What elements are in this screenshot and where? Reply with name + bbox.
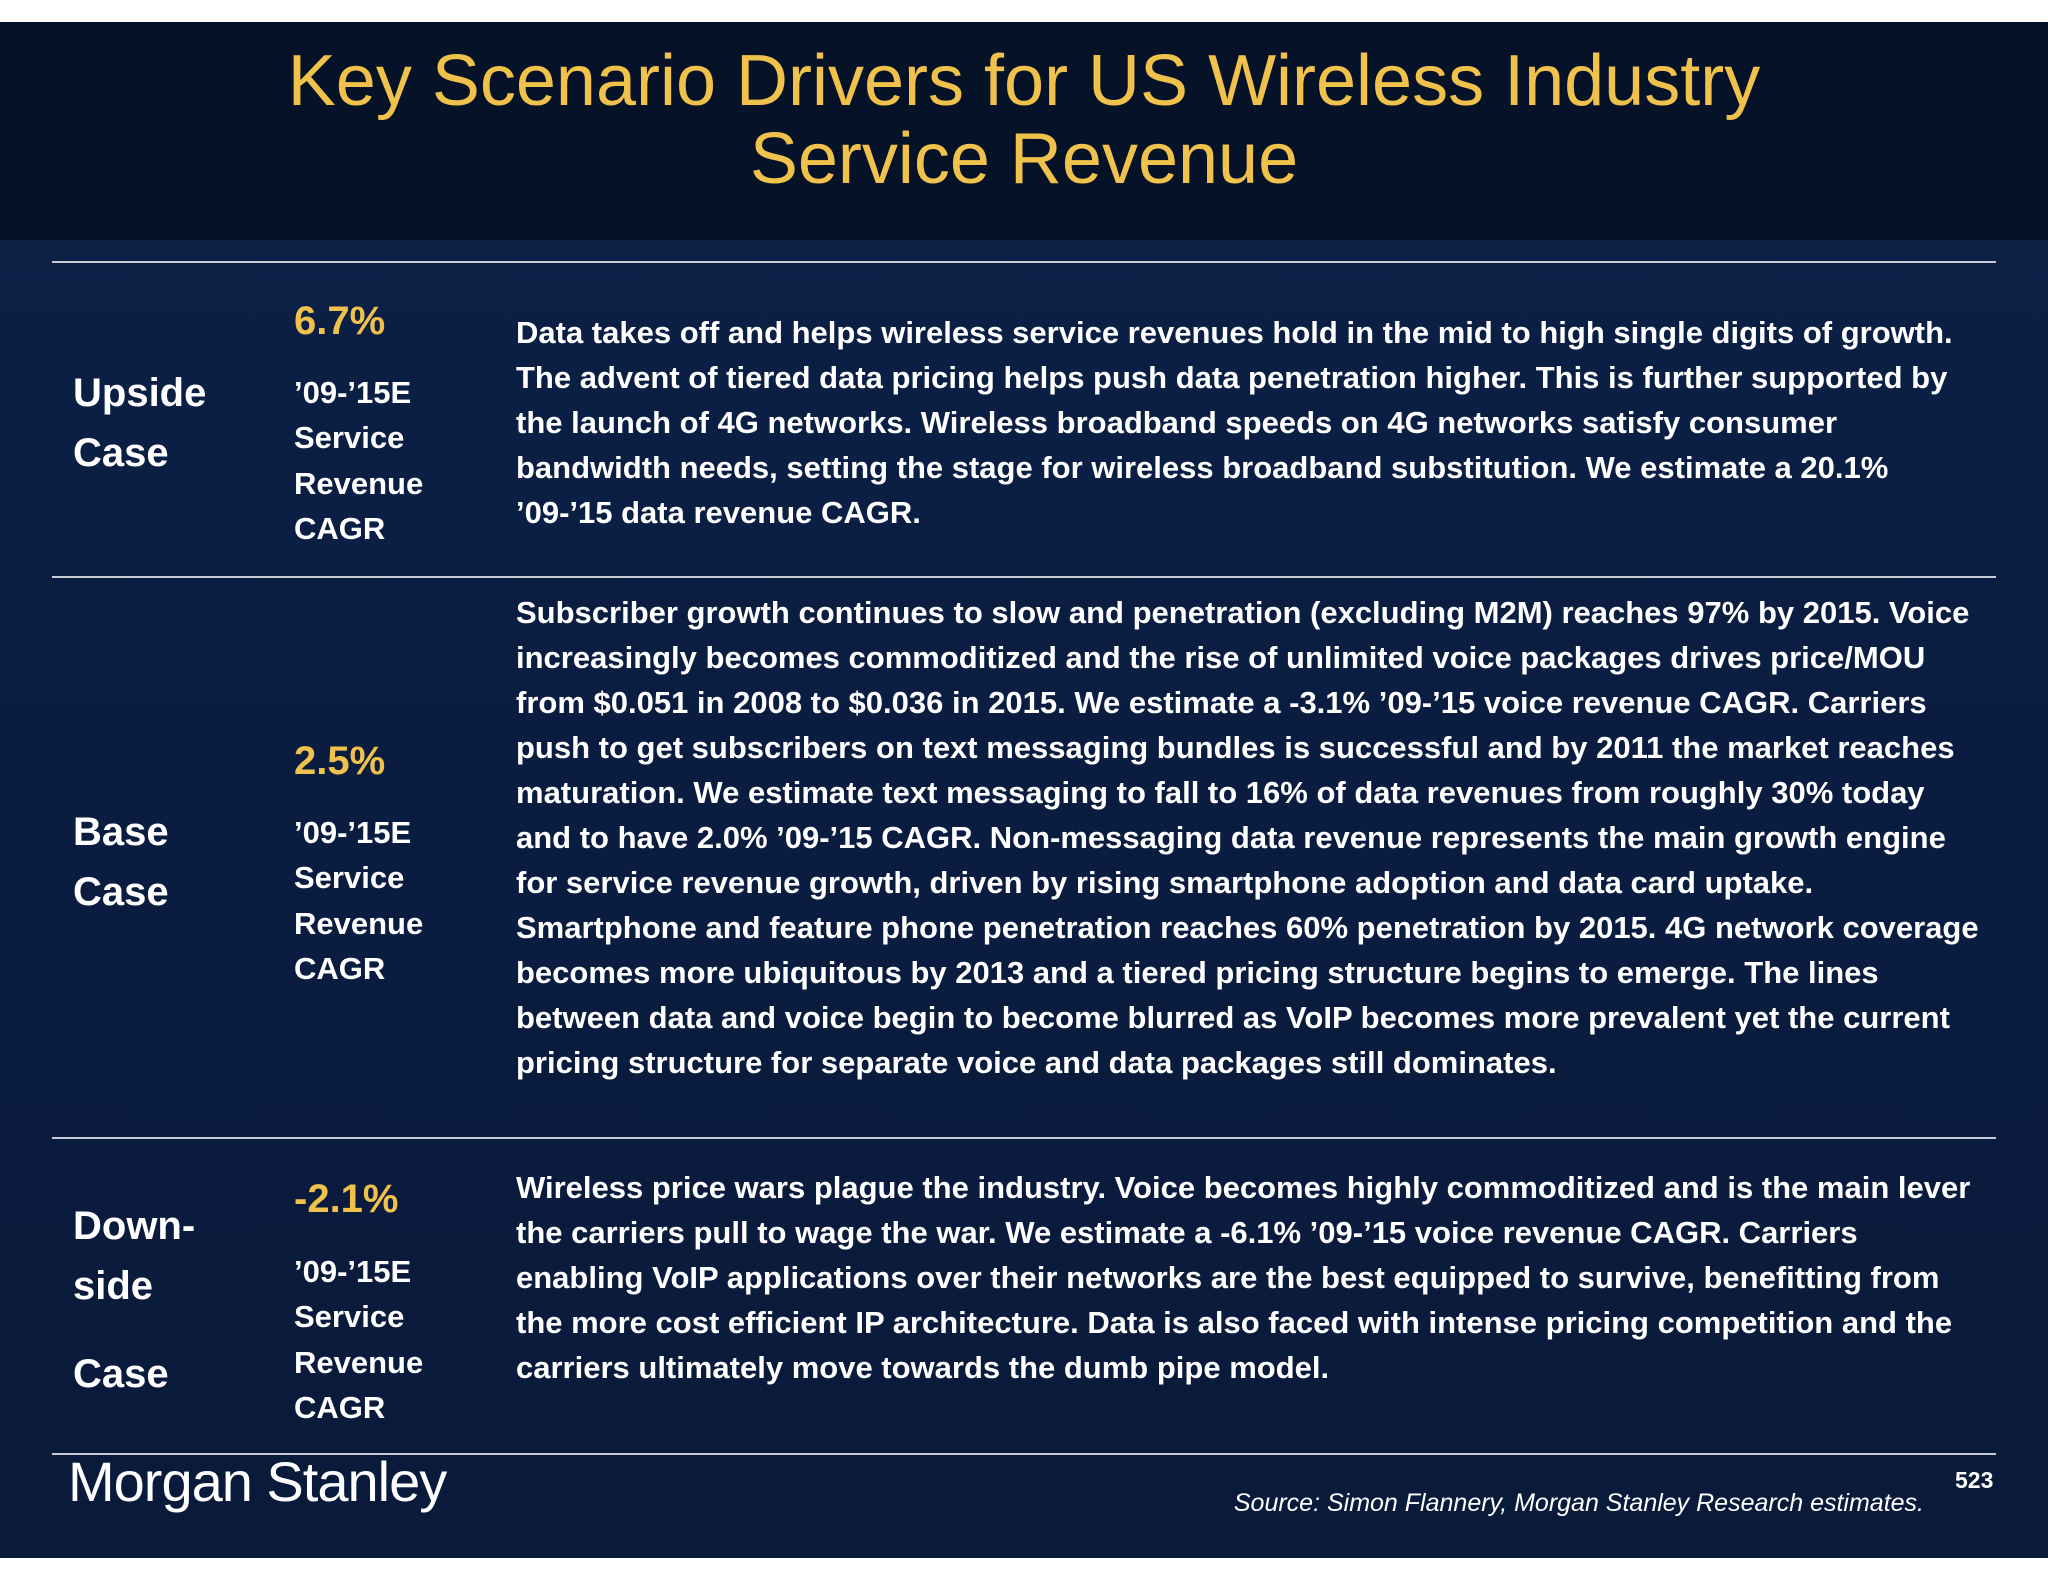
- cagr-value: 2.5%: [294, 739, 386, 783]
- metric-label: Service: [294, 1299, 405, 1335]
- title-band: [0, 22, 2048, 240]
- source: Source: Simon Flannery, Morgan Stanley R…: [1233, 1489, 1924, 1517]
- metric-label: Revenue: [294, 905, 424, 941]
- description: Wireless price wars plague the industry.…: [516, 1170, 1971, 1385]
- case-label: Case: [73, 870, 169, 914]
- row-divider: [52, 1137, 1996, 1139]
- title-line: Key Scenario Drivers for US Wireless Ind…: [287, 41, 1761, 121]
- cagr-value: 6.7%: [294, 299, 386, 343]
- metric-label: CAGR: [294, 510, 386, 546]
- description: Data takes off and helps wireless servic…: [516, 315, 1953, 530]
- metric-label: CAGR: [294, 950, 386, 986]
- metric-label: Service: [294, 420, 405, 456]
- metric-label: CAGR: [294, 1389, 386, 1425]
- case-label: Upside: [73, 371, 207, 415]
- title-line: Service Revenue: [749, 119, 1299, 199]
- case-label: Down-: [73, 1204, 196, 1248]
- metric-label: ’09-’15E: [294, 1254, 412, 1289]
- case-label: Case: [73, 431, 169, 475]
- slide: Key Scenario Drivers for US Wireless Ind…: [0, 22, 2048, 1558]
- metric-label: Revenue: [294, 1344, 424, 1380]
- case-label: Case: [73, 1352, 169, 1396]
- metric-label: Revenue: [294, 465, 424, 501]
- metric-label: ’09-’15E: [294, 375, 412, 410]
- description: Subscriber growth continues to slow and …: [516, 595, 1979, 1080]
- row-divider: [52, 261, 1996, 263]
- metric-label: ’09-’15E: [294, 815, 412, 850]
- metric-label: Service: [294, 860, 405, 896]
- case-label: Base: [73, 810, 169, 854]
- row-divider: [52, 576, 1996, 578]
- page-number: 523: [1955, 1467, 1994, 1493]
- case-label: side: [73, 1264, 154, 1308]
- cagr-value: -2.1%: [294, 1177, 399, 1221]
- row-divider: [52, 1453, 1996, 1455]
- logo: Morgan Stanley: [68, 1450, 447, 1513]
